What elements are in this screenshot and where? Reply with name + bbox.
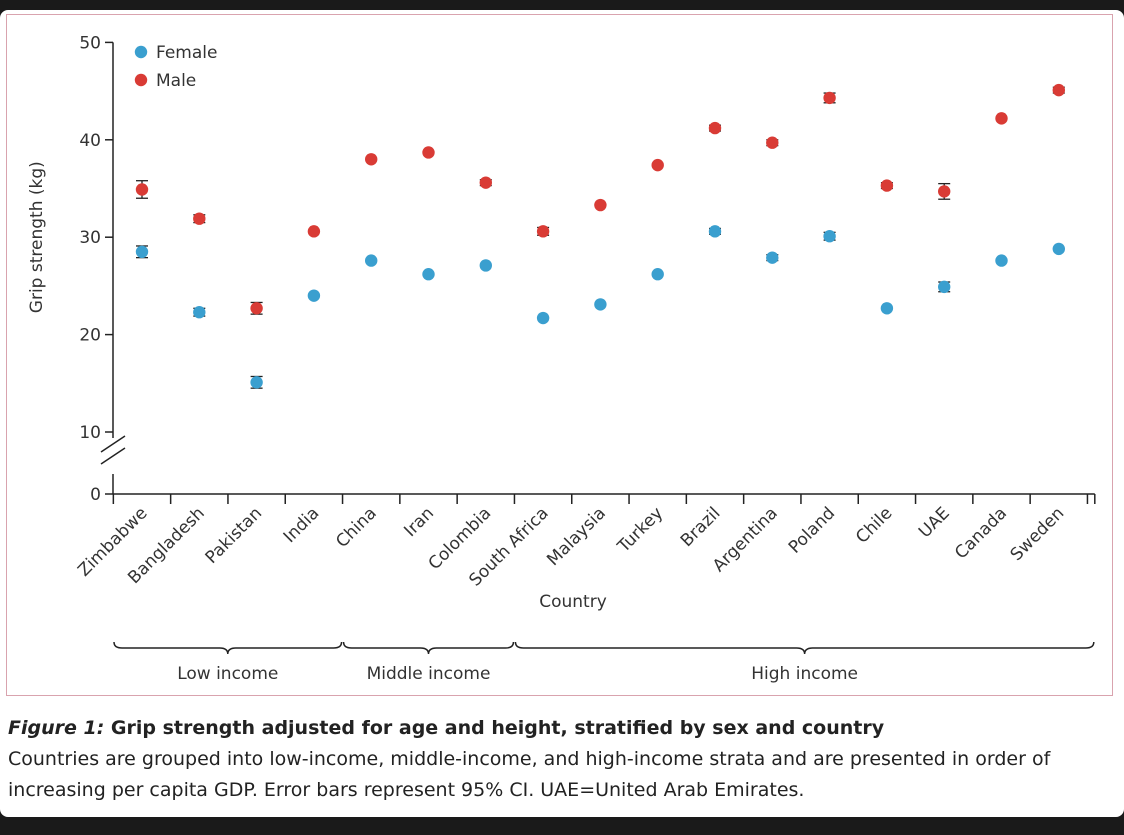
data-point — [479, 259, 492, 272]
figure-caption: Figure 1: Grip strength adjusted for age… — [8, 713, 1108, 806]
legend-marker — [134, 45, 148, 59]
data-point — [766, 136, 779, 149]
data-point — [422, 268, 435, 281]
figure-frame: 0 10 20 30 40 50 Zimbabwe Bangladesh Pakistan Ind… — [0, 10, 1124, 817]
data-point — [823, 91, 836, 105]
x-tick-label: Pakistan — [202, 503, 266, 567]
data-point — [536, 311, 550, 325]
data-point — [995, 254, 1008, 267]
data-point — [422, 146, 435, 159]
data-point — [594, 198, 607, 212]
caption-figure-label: Figure 1: — [8, 717, 105, 739]
x-tick-label: Chile — [852, 503, 896, 547]
data-point — [479, 176, 492, 189]
x-tick-label: Brazil — [677, 503, 725, 551]
x-tick-label: Turkey — [613, 503, 667, 557]
data-point — [766, 251, 779, 264]
data-point — [823, 230, 836, 243]
data-point — [708, 121, 722, 135]
data-point — [193, 305, 206, 319]
caption-title: Grip strength adjusted for age and heigh… — [104, 717, 885, 739]
legend-marker — [134, 73, 148, 87]
legend-label: Male — [156, 71, 196, 91]
y-tick-label: 40 — [79, 131, 101, 151]
x-tick-label: Poland — [785, 503, 839, 557]
data-point — [880, 179, 894, 192]
data-point — [1052, 83, 1066, 97]
group-brace — [514, 641, 1095, 655]
data-point — [938, 280, 951, 294]
data-point — [250, 302, 263, 315]
data-point — [135, 183, 149, 196]
data-point — [307, 289, 321, 302]
axis-break-mark — [100, 447, 126, 465]
x-tick-label: China — [332, 503, 380, 551]
x-tick-label: UAE — [915, 503, 954, 542]
data-point — [880, 302, 894, 315]
y-tick-label: 10 — [79, 423, 101, 443]
y-tick-label: 0 — [90, 485, 101, 505]
x-axis-title: Country — [539, 592, 607, 612]
data-point — [250, 376, 263, 389]
legend-label: Female — [156, 43, 217, 63]
x-tick-label: Malaysia — [543, 503, 610, 570]
data-point — [594, 298, 607, 311]
data-point — [995, 112, 1008, 125]
group-brace — [342, 641, 515, 655]
data-point — [938, 185, 951, 198]
y-tick-label: 20 — [79, 326, 101, 346]
data-point — [307, 225, 321, 238]
group-label: Middle income — [367, 664, 491, 684]
data-point — [135, 245, 149, 259]
data-point — [651, 268, 664, 281]
axis-break-mark — [100, 435, 126, 453]
data-point — [365, 254, 378, 267]
x-tick-label: India — [280, 503, 324, 547]
group-label: High income — [751, 664, 858, 684]
data-point — [651, 158, 664, 172]
y-tick-label: 50 — [79, 33, 101, 53]
group-brace — [113, 641, 343, 655]
x-tick-label: Iran — [400, 503, 438, 541]
x-tick-label: Canada — [951, 503, 1011, 563]
data-point — [193, 212, 206, 225]
plot-box — [6, 14, 1113, 696]
data-point — [365, 153, 378, 166]
caption-heading: Figure 1: Grip strength adjusted for age… — [8, 713, 1108, 744]
group-label: Low income — [177, 664, 278, 684]
x-tick-label: Sweden — [1007, 503, 1069, 565]
y-axis-title: Grip strength (kg) — [27, 161, 47, 313]
data-point — [708, 225, 722, 238]
data-point — [536, 225, 550, 238]
y-tick-label: 30 — [79, 228, 101, 248]
data-point — [1052, 242, 1066, 256]
caption-body: Countries are grouped into low-income, m… — [8, 748, 1051, 801]
